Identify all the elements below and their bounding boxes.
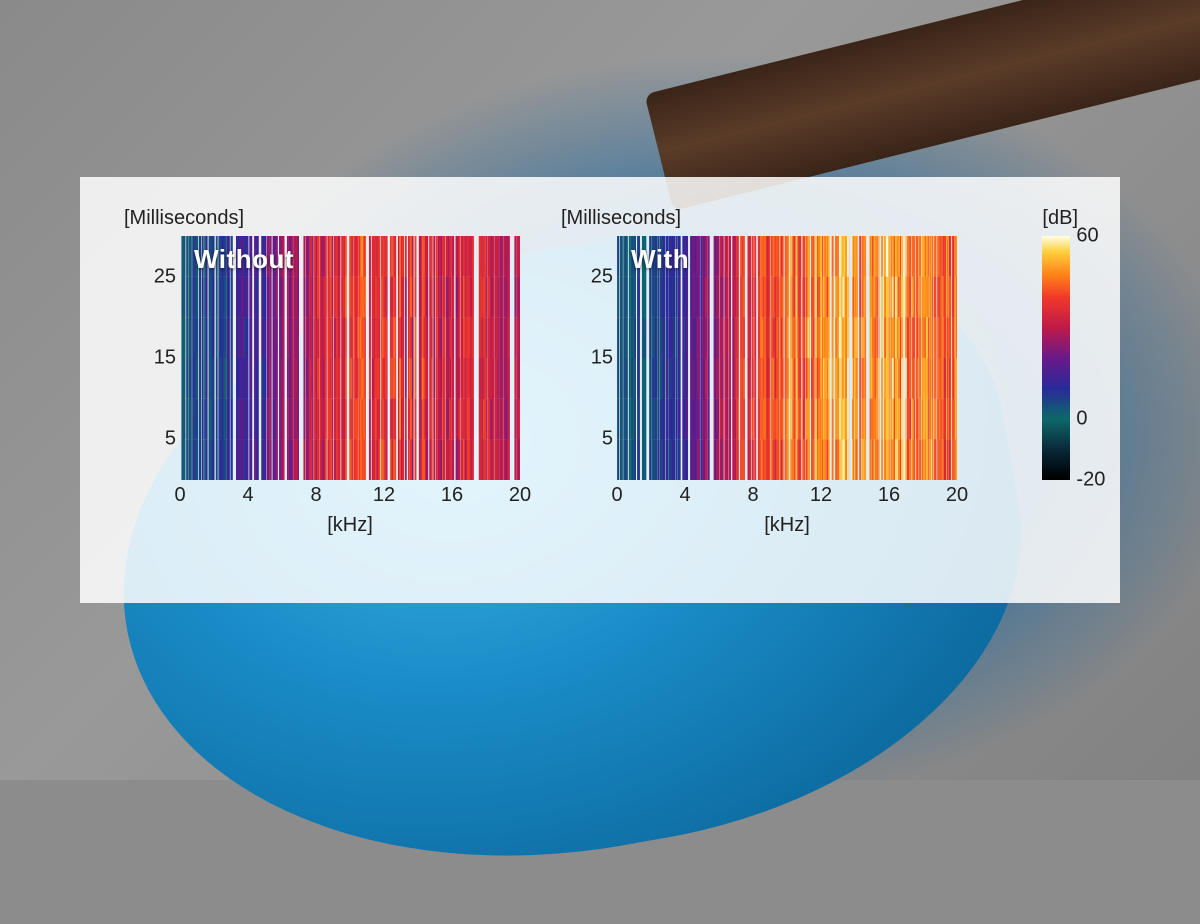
colorbar-wrapper: -20060 [1042, 236, 1078, 480]
charts-container: [Milliseconds] 5 15 25 Without 0 4 8 12 16 20 [… [104, 207, 1096, 579]
colorbar-tick: -20 [1076, 469, 1105, 492]
y-tick: 25 [154, 265, 176, 288]
x-tick: 8 [310, 484, 321, 507]
x-ticks: 048121620 [180, 484, 520, 510]
plot-wrapper: 5 15 25 With [559, 236, 957, 480]
colorbar: [dB] -20060 [1042, 207, 1078, 480]
plot-area: 51525 Without [180, 236, 520, 480]
x-tick: 20 [946, 484, 968, 507]
y-tick: 25 [591, 265, 613, 288]
x-tick: 4 [242, 484, 253, 507]
y-tick: 15 [591, 347, 613, 370]
chart-without: [Milliseconds] 51525 Without 048121620 [… [122, 207, 520, 537]
chart-title-without: Without [194, 244, 294, 275]
colorbar-tick: 0 [1076, 408, 1087, 431]
y-axis-label: [Milliseconds] [561, 207, 957, 230]
x-tick: 12 [373, 484, 395, 507]
plot-area: 51525 With [617, 236, 957, 480]
y-ticks: 5 15 25 [142, 236, 176, 480]
chart-panel: [Milliseconds] 5 15 25 Without 0 4 8 12 16 20 [… [80, 177, 1120, 603]
x-tick: 0 [174, 484, 185, 507]
x-tick: 16 [441, 484, 463, 507]
x-tick: 8 [747, 484, 758, 507]
y-tick: 5 [165, 428, 176, 451]
plot-wrapper: 5 15 25 Without [122, 236, 520, 480]
y-tick: 5 [602, 428, 613, 451]
x-tick: 20 [509, 484, 531, 507]
colorbar-ticks: -20060 [1076, 236, 1126, 480]
y-ticks: 5 15 25 [579, 236, 613, 480]
x-tick: 4 [679, 484, 690, 507]
x-tick: 0 [611, 484, 622, 507]
x-axis-label: [kHz] [180, 514, 520, 537]
y-tick: 15 [154, 347, 176, 370]
x-ticks: 048121620 [617, 484, 957, 510]
x-tick: 16 [878, 484, 900, 507]
x-axis-label: [kHz] [617, 514, 957, 537]
colorbar-gradient [1042, 236, 1070, 480]
chart-title-with: With [631, 244, 689, 275]
colorbar-label: [dB] [1042, 207, 1078, 230]
x-tick: 12 [810, 484, 832, 507]
chart-with: [Milliseconds] 51525 With 048121620 [kHz… [559, 207, 957, 537]
colorbar-tick: 60 [1076, 225, 1098, 248]
y-axis-label: [Milliseconds] [124, 207, 520, 230]
